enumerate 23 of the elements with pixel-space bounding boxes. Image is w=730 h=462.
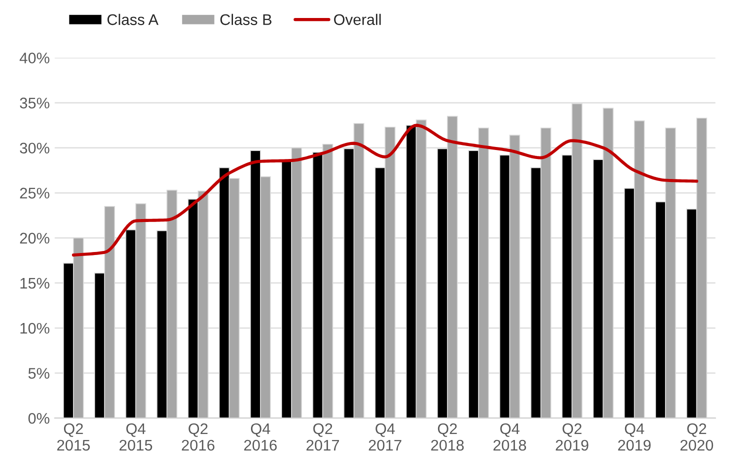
x-tick-label: Q2 2019 (556, 423, 588, 451)
y-tick-label: 15% (20, 278, 50, 289)
x-tick-label: Q2 2015 (57, 423, 90, 451)
x-tick-label: Q4 2019 (618, 423, 651, 451)
y-tick-label: 25% (20, 188, 50, 199)
y-tick-label: 5% (28, 368, 50, 379)
legend-label: Class B (220, 14, 272, 26)
x-tick-label: Q4 2016 (244, 423, 277, 451)
x-tick-label: Q4 2017 (368, 423, 402, 451)
legend-label: Overall (334, 14, 381, 26)
x-tick-label: Q2 2016 (182, 423, 214, 451)
y-tick-label: 0% (28, 412, 50, 424)
y-tick-label: 40% (20, 52, 50, 64)
legend-label: Class A (107, 14, 158, 26)
y-tick-label: 20% (20, 232, 50, 244)
y-tick-label: 10% (20, 322, 50, 334)
y-tick-label: 30% (20, 142, 50, 154)
x-tick-label: Q2 2018 (431, 423, 464, 451)
x-tick-label: Q2 2017 (306, 423, 339, 451)
x-tick-label: Q4 2018 (494, 423, 526, 451)
x-tick-label: Q4 2015 (120, 423, 152, 451)
x-tick-label: Q2 2020 (680, 423, 714, 451)
y-tick-label: 35% (20, 98, 50, 108)
